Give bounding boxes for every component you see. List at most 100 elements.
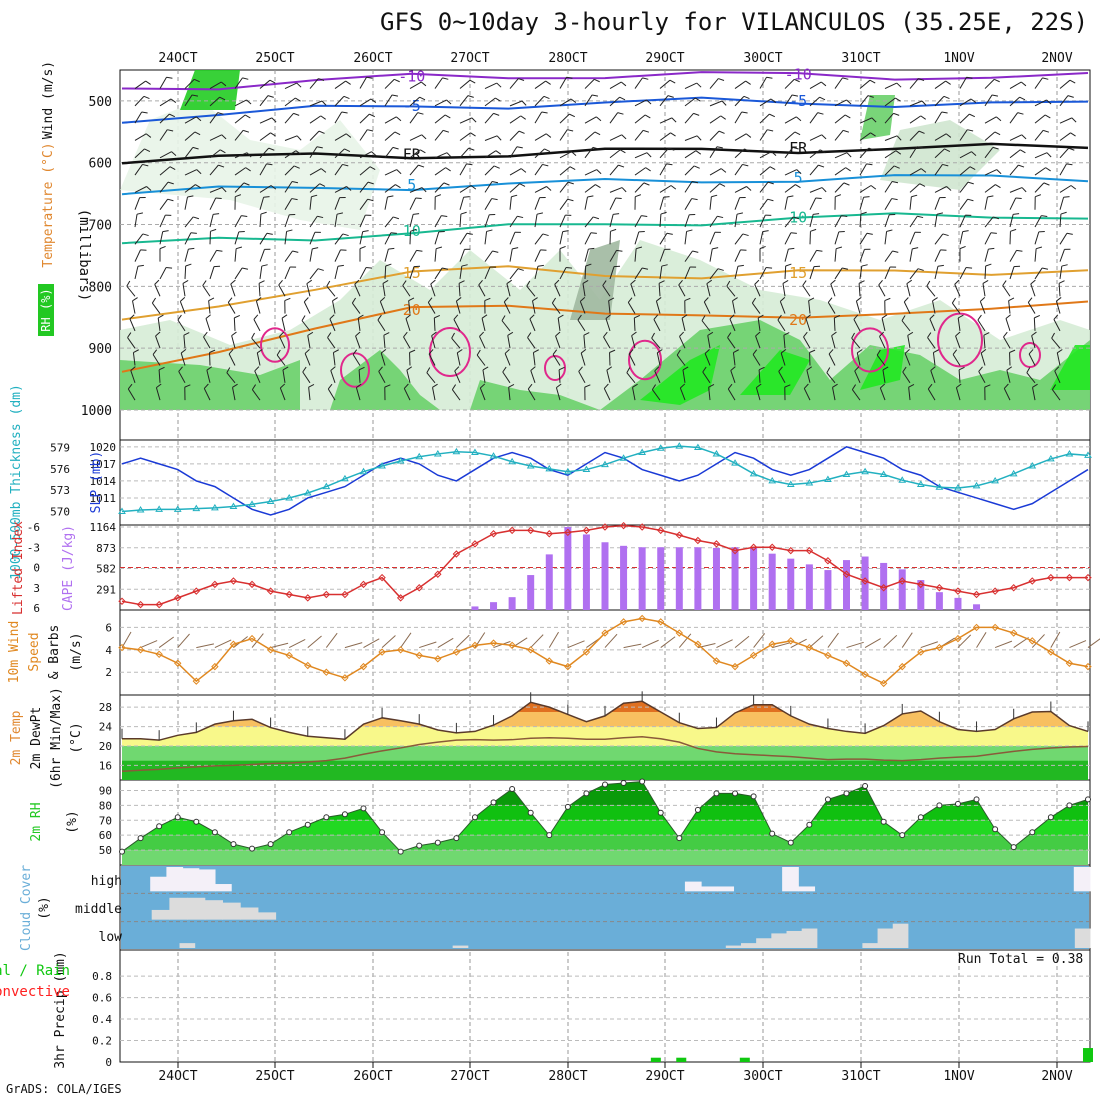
wind-barb: [334, 266, 339, 280]
wind-barb-flag: [996, 169, 1002, 175]
temp-axis-label-4: (°C): [69, 722, 84, 753]
wind-barb-flag: [380, 348, 387, 354]
wind-tick: 2: [105, 666, 112, 679]
wind-barb-flag: [933, 349, 939, 354]
li-tick: -6: [27, 521, 40, 534]
wind-barb-flag: [183, 332, 190, 336]
surface-wind-barb: [251, 633, 264, 648]
wind-barb-flag: [253, 314, 259, 320]
wind-barb-flag: [430, 279, 436, 285]
wind-barb: [859, 95, 869, 107]
wind-barb-flag: [778, 366, 783, 372]
wind-barb-flag: [716, 146, 723, 149]
wind-barb-flag: [577, 314, 582, 321]
rh-axis-label: 2m RH: [29, 802, 44, 841]
wind-barb-flag: [954, 279, 960, 285]
wind-barb: [934, 186, 947, 193]
wind-barb: [754, 284, 761, 297]
wind-barb: [651, 337, 661, 349]
cloud-cell-low: [801, 928, 818, 948]
wind-barb: [334, 197, 341, 210]
wind-barb: [330, 370, 336, 383]
wind-barb: [784, 184, 796, 193]
rh-marker: [1066, 802, 1073, 809]
wind-barb-flag: [988, 247, 995, 250]
thickness-marker: [694, 443, 702, 451]
surface-wind-barb: [548, 631, 559, 648]
wind-marker: [545, 657, 553, 665]
wind-barb: [909, 268, 919, 280]
wind-barb: [603, 336, 611, 349]
wind-barb-flag: [180, 348, 187, 354]
wind-barb: [559, 129, 568, 141]
wind-barb-flag: [1068, 147, 1075, 151]
wind-barb-flag: [630, 279, 636, 285]
wind-barb-flag: [596, 169, 602, 175]
wind-barb-flag: [566, 266, 573, 269]
wind-barb-flag: [917, 268, 924, 271]
surface-wind-barb: [196, 643, 215, 649]
wind-barb: [383, 335, 386, 349]
wind-barb-flag: [391, 94, 399, 97]
wind-barb-flag: [969, 113, 976, 118]
wind-barb: [484, 198, 493, 210]
wind-barb: [658, 283, 661, 297]
wind-barb: [659, 266, 663, 280]
wind-barb-flag: [791, 94, 799, 97]
wind-marker: [136, 646, 145, 654]
wind-barb: [234, 182, 245, 193]
wind-barb-flag: [653, 314, 659, 320]
wind-barb-flag: [930, 366, 936, 371]
wind-barb: [1059, 266, 1063, 280]
wind-barb-flag: [190, 232, 197, 234]
wind-marker: [694, 640, 702, 648]
wind-barb-flag: [681, 314, 688, 319]
wind-barb: [334, 148, 345, 159]
wind-barb-flag: [927, 383, 933, 390]
wind-barb: [132, 352, 136, 366]
wind-barb: [684, 198, 693, 210]
wind-barb-flag: [318, 130, 325, 134]
cape-tick: 873: [96, 542, 116, 555]
wind-barb-flag: [235, 194, 242, 198]
wind-barb-flag: [188, 247, 195, 250]
wind-barb-flag: [860, 211, 867, 215]
wind-barb: [409, 149, 421, 159]
wind-barb: [259, 266, 263, 280]
rh-marker: [639, 778, 646, 785]
temp-band: [122, 746, 1088, 761]
wind-barb: [359, 214, 366, 228]
wind-barb: [534, 249, 541, 262]
wind-barb: [784, 116, 797, 124]
wind-barb: [1058, 283, 1061, 297]
wind-barb: [284, 250, 293, 262]
cape-bar: [843, 560, 850, 610]
wind-barb-flag: [220, 81, 227, 87]
wind-axis-label-3: & Barbs: [47, 625, 62, 680]
wind-barb: [709, 130, 720, 141]
wind-barb-flag: [670, 132, 676, 137]
wind-barb-flag: [995, 184, 1001, 189]
wind-barb: [459, 249, 465, 262]
wind-barb-flag: [169, 166, 176, 171]
wind-barb: [205, 318, 211, 332]
li-tick: -3: [27, 541, 40, 554]
wind-barb: [1003, 336, 1011, 349]
wind-barb: [159, 98, 172, 107]
li-marker: [1084, 573, 1092, 582]
wind-barb-flag: [1044, 114, 1051, 119]
wind-marker: [266, 646, 275, 654]
surface-wind-barb: [158, 636, 175, 648]
wind-barb-flag: [151, 297, 157, 304]
li-marker: [972, 590, 981, 599]
wind-axis-label-1: 10m Wind: [7, 621, 22, 684]
isotherm--5: [121, 96, 1089, 124]
wind-barb: [709, 100, 723, 107]
rh-marker: [1010, 844, 1017, 851]
thickness-marker: [266, 497, 275, 505]
wind-barb: [926, 285, 936, 297]
wind-barb: [231, 335, 236, 349]
wind-barb-flag: [243, 129, 250, 133]
wind-barb: [659, 132, 671, 141]
wind-barb: [1032, 387, 1036, 401]
